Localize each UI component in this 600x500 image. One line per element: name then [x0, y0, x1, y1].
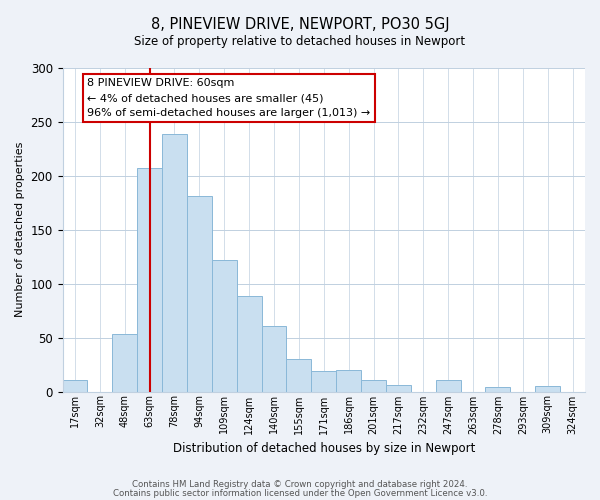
Bar	[187, 196, 212, 392]
Text: Contains HM Land Registry data © Crown copyright and database right 2024.: Contains HM Land Registry data © Crown c…	[132, 480, 468, 489]
Bar	[386, 385, 411, 392]
Bar	[236, 296, 262, 392]
Bar	[336, 370, 361, 392]
Bar	[311, 371, 336, 392]
Text: Contains public sector information licensed under the Open Government Licence v3: Contains public sector information licen…	[113, 490, 487, 498]
Bar	[62, 380, 88, 392]
Bar	[112, 334, 137, 392]
Bar	[485, 387, 511, 392]
X-axis label: Distribution of detached houses by size in Newport: Distribution of detached houses by size …	[173, 442, 475, 455]
Bar	[262, 326, 286, 392]
Bar	[212, 260, 236, 392]
Y-axis label: Number of detached properties: Number of detached properties	[15, 142, 25, 317]
Text: 8 PINEVIEW DRIVE: 60sqm
← 4% of detached houses are smaller (45)
96% of semi-det: 8 PINEVIEW DRIVE: 60sqm ← 4% of detached…	[88, 78, 371, 118]
Bar	[361, 380, 386, 392]
Bar	[286, 359, 311, 392]
Text: Size of property relative to detached houses in Newport: Size of property relative to detached ho…	[134, 35, 466, 48]
Text: 8, PINEVIEW DRIVE, NEWPORT, PO30 5GJ: 8, PINEVIEW DRIVE, NEWPORT, PO30 5GJ	[151, 18, 449, 32]
Bar	[162, 134, 187, 392]
Bar	[436, 380, 461, 392]
Bar	[137, 168, 162, 392]
Bar	[535, 386, 560, 392]
